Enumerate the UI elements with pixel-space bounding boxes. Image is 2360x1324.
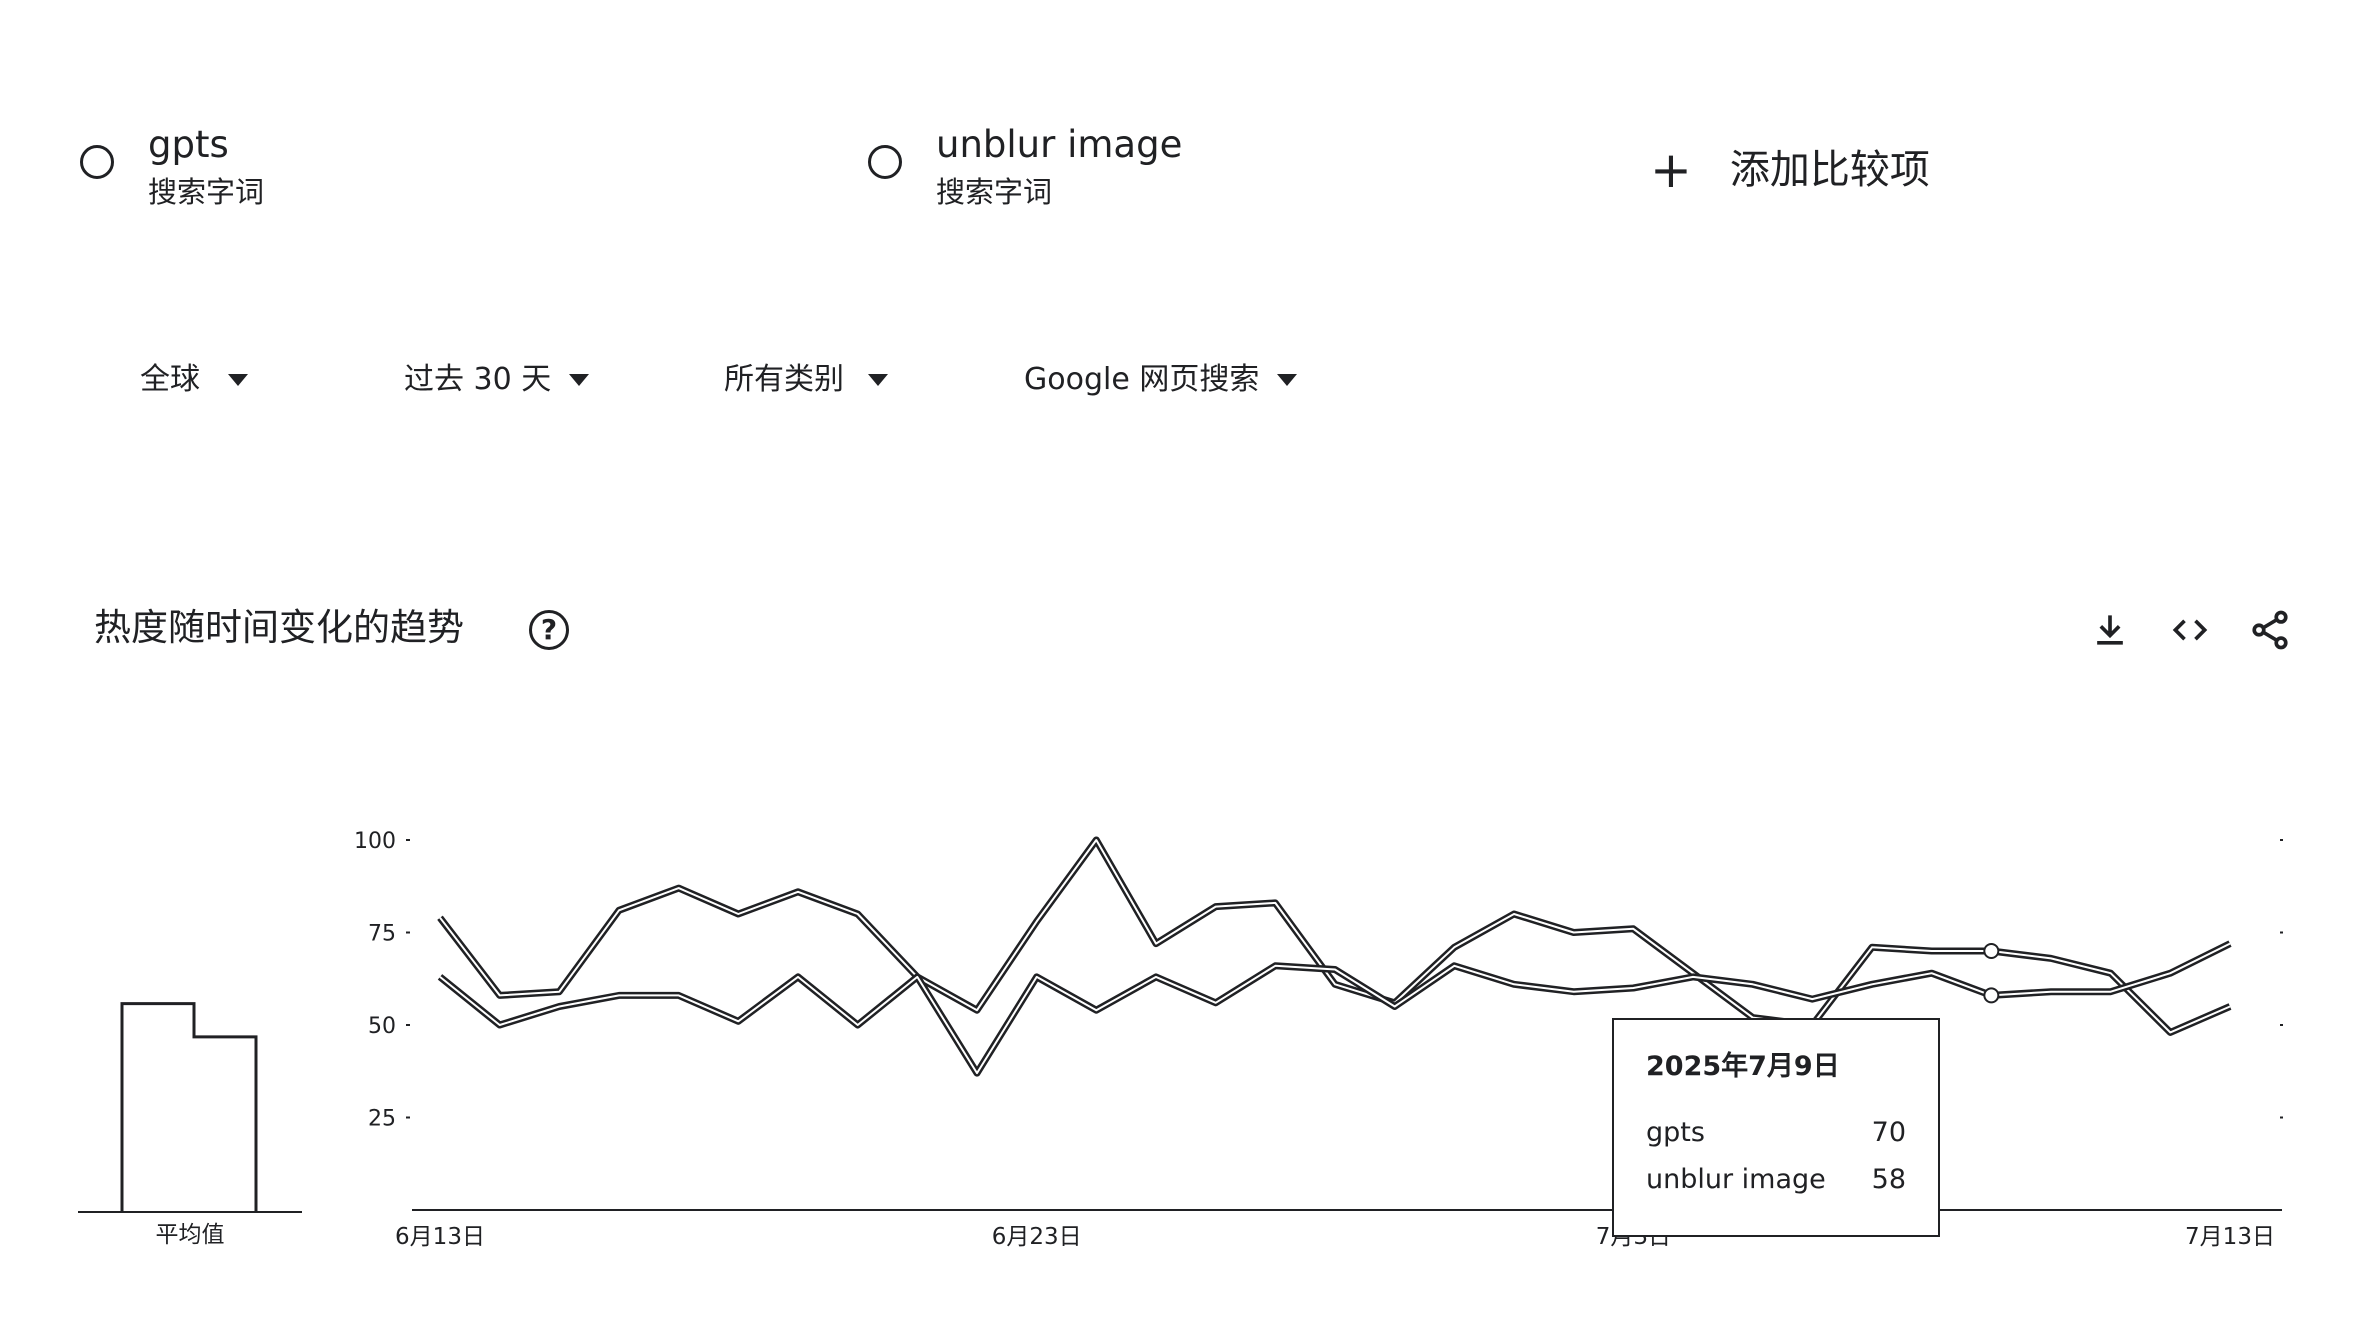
category-filter[interactable]: 所有类别: [724, 363, 888, 397]
add-compare-label: 添加比较项: [1729, 147, 1930, 193]
chevron-down-icon: [868, 374, 888, 386]
y-tick-label: 100: [354, 829, 396, 854]
chevron-down-icon: [228, 374, 248, 386]
series-line-gpts[interactable]: [437, 836, 2232, 1036]
x-tick-label: 6月13日: [395, 1224, 485, 1250]
add-compare-button[interactable]: + 添加比较项: [1650, 145, 1930, 195]
x-tick-label: 7月13日: [2185, 1224, 2275, 1250]
tooltip-series-value: 70: [1871, 1117, 1906, 1148]
tooltip-series-value: 58: [1871, 1164, 1906, 1195]
tooltip-row: gpts 70: [1646, 1117, 1906, 1148]
help-icon[interactable]: ?: [529, 610, 569, 650]
property-filter-label: Google 网页搜索: [1024, 362, 1260, 397]
chevron-down-icon: [1277, 374, 1298, 386]
unblur-term-name[interactable]: unblur image: [936, 123, 1183, 166]
y-tick-label: 25: [368, 1107, 396, 1132]
y-tick-label: 50: [368, 1014, 396, 1039]
unblur-term-radio[interactable]: [868, 145, 902, 179]
gpts-term-radio[interactable]: [80, 145, 114, 179]
hover-point: [1983, 943, 2000, 959]
average-bars-outline: [120, 1002, 258, 1212]
plus-icon: +: [1650, 141, 1692, 199]
series-line-inner: [439, 942, 2231, 1075]
time-filter[interactable]: 过去 30 天: [404, 362, 590, 397]
region-filter[interactable]: 全球: [140, 363, 248, 397]
gpts-term-type: 搜索字词: [148, 175, 265, 209]
gpts-term-name[interactable]: gpts: [148, 123, 229, 166]
region-filter-label: 全球: [140, 362, 200, 397]
x-tick-label: 6月23日: [992, 1224, 1082, 1250]
time-filter-label: 过去 30 天: [404, 362, 552, 397]
share-icon[interactable]: [2248, 608, 2292, 652]
tooltip-series-name: unblur image: [1646, 1164, 1826, 1195]
y-tick-label: 75: [368, 922, 396, 947]
section-title: 热度随时间变化的趋势: [94, 606, 464, 649]
hover-point: [1983, 987, 2000, 1004]
series-line-inner: [439, 839, 2231, 1034]
average-chart: 平均值: [78, 1002, 302, 1248]
tooltip-series-name: gpts: [1646, 1117, 1705, 1148]
average-label: 平均值: [156, 1222, 225, 1248]
hover-tooltip: 2025年7月9日 gpts 70 unblur image 58: [1612, 1018, 1940, 1237]
tooltip-date: 2025年7月9日: [1646, 1051, 1840, 1082]
chevron-down-icon: [569, 374, 590, 386]
tooltip-row: unblur image 58: [1646, 1164, 1906, 1195]
property-filter[interactable]: Google 网页搜索: [1024, 362, 1298, 397]
embed-icon[interactable]: [2168, 608, 2212, 652]
download-icon[interactable]: [2088, 608, 2132, 652]
category-filter-label: 所有类别: [724, 362, 844, 397]
unblur-term-type: 搜索字词: [936, 175, 1053, 209]
